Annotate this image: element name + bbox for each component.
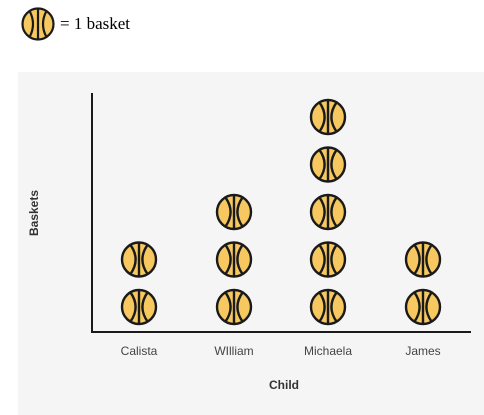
- x-tick-label-calista: Calista: [121, 344, 158, 358]
- basketball-mark-michaela-1: [309, 288, 347, 326]
- x-tick-labels: Calista WIlliam Michaela James: [121, 344, 441, 358]
- basketball-marks: [120, 98, 442, 326]
- basketball-mark-james-2: [404, 241, 442, 278]
- basketball-mark-michaela-3: [309, 193, 347, 231]
- x-tick-label-william: WIlliam: [214, 344, 253, 358]
- legend-text: = 1 basket: [60, 14, 131, 33]
- chart-panel: [18, 72, 484, 415]
- x-axis-title: Child: [269, 378, 299, 392]
- y-axis-title: Baskets: [27, 190, 41, 236]
- basketball-mark-james-1: [404, 288, 442, 326]
- basketball-mark-michaela-4: [309, 146, 347, 183]
- basketball-mark-calista-1: [120, 288, 158, 326]
- basketball-mark-william-3: [215, 193, 253, 231]
- basketball-mark-calista-2: [120, 241, 158, 278]
- x-tick-label-james: James: [405, 344, 440, 358]
- x-tick-label-michaela: Michaela: [304, 344, 352, 358]
- basketball-mark-william-2: [215, 241, 253, 278]
- basketball-mark-michaela-5: [309, 98, 347, 136]
- basketball-icon: [21, 7, 55, 41]
- basketball-mark-michaela-2: [309, 241, 347, 278]
- legend: = 1 basket: [20, 6, 130, 42]
- basketball-mark-william-1: [215, 288, 253, 326]
